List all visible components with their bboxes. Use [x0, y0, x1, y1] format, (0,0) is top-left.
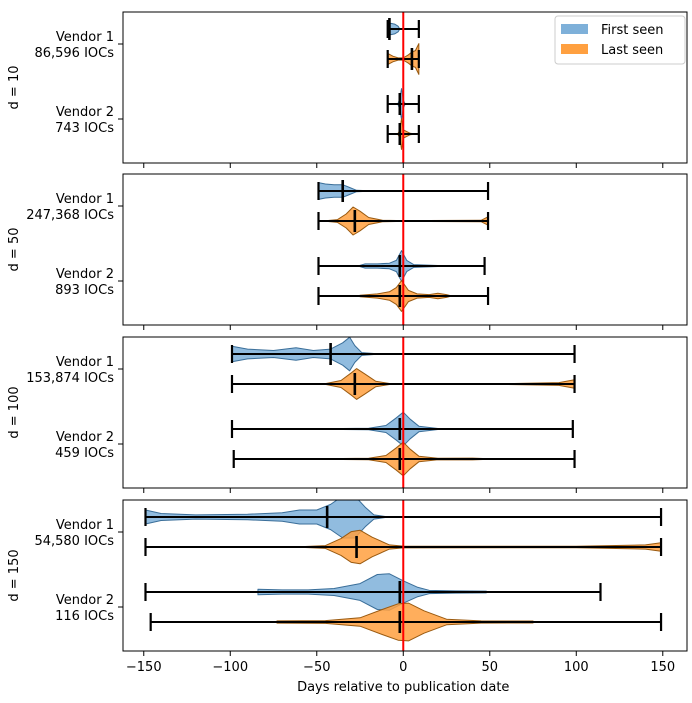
vendor-label: Vendor 1 — [56, 192, 114, 207]
x-tick-label: −50 — [303, 660, 330, 675]
x-axis-label: Days relative to publication date — [297, 680, 509, 695]
legend-label: Last seen — [601, 43, 663, 58]
vendor-label: Vendor 2 — [56, 267, 114, 282]
ioc-count-label: 247,368 IOCs — [26, 208, 114, 223]
panel-d-label: d = 150 — [7, 549, 22, 601]
panel-frame — [122, 173, 688, 326]
vendor-label: Vendor 2 — [56, 105, 114, 120]
panel-d-label: d = 100 — [7, 386, 22, 438]
ioc-count-label: 116 IOCs — [55, 609, 114, 624]
ioc-count-label: 893 IOCs — [55, 283, 114, 298]
vendor-label: Vendor 1 — [56, 518, 114, 533]
panel-frame — [122, 11, 688, 164]
x-tick-label: −100 — [212, 660, 248, 675]
x-tick-label: 50 — [481, 660, 498, 675]
panel-frame — [122, 499, 688, 652]
ioc-count-label: 86,596 IOCs — [34, 46, 114, 61]
vendor-label: Vendor 2 — [56, 430, 114, 445]
panel-plot-area — [144, 500, 663, 642]
legend-label: First seen — [601, 23, 664, 38]
legend-swatch — [561, 24, 588, 34]
x-tick-label: 0 — [399, 660, 407, 675]
panel-d-label: d = 50 — [7, 228, 22, 272]
legend-swatch — [561, 44, 588, 54]
panel-frame — [122, 336, 688, 489]
vendor-label: Vendor 1 — [56, 355, 114, 370]
vendor-label: Vendor 2 — [56, 593, 114, 608]
x-tick-label: 100 — [564, 660, 589, 675]
x-tick-label: 150 — [650, 660, 675, 675]
vendor-label: Vendor 1 — [56, 30, 114, 45]
ioc-count-label: 743 IOCs — [55, 121, 114, 136]
ioc-count-label: 459 IOCs — [55, 446, 114, 461]
ioc-count-label: 54,580 IOCs — [34, 534, 114, 549]
ioc-count-label: 153,874 IOCs — [26, 371, 114, 386]
panel-d-label: d = 10 — [7, 66, 22, 110]
x-tick-label: −150 — [126, 660, 162, 675]
legend: First seen Last seen — [554, 15, 686, 65]
